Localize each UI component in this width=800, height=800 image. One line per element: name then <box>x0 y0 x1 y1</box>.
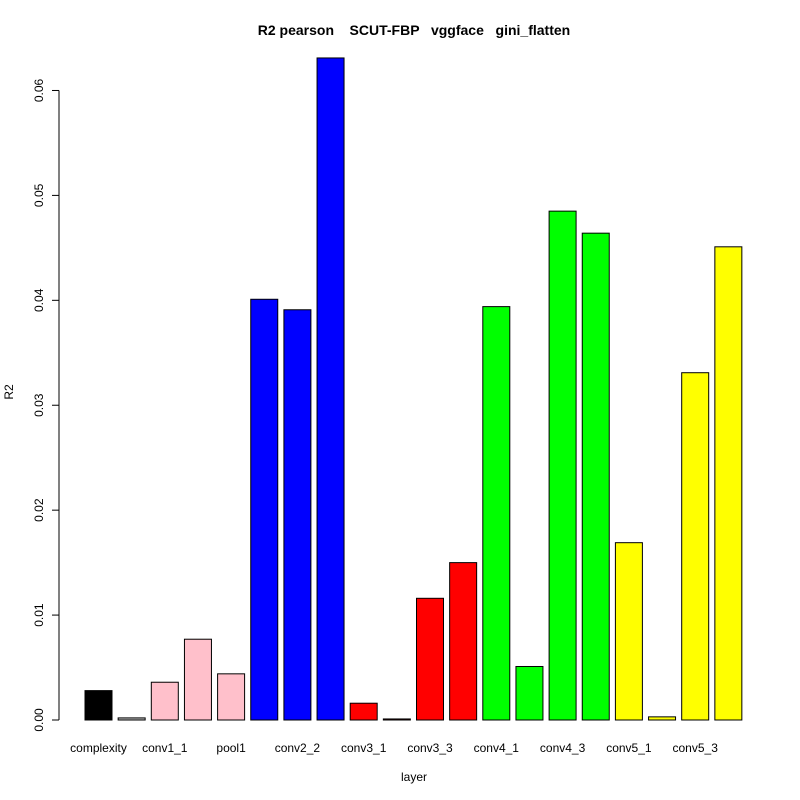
bars <box>84 57 743 721</box>
bar-4 <box>217 673 246 721</box>
y-tick-label: 0.04 <box>32 288 46 312</box>
x-tick-label: conv1_1 <box>142 741 188 755</box>
x-tick-label: conv3_1 <box>341 741 387 755</box>
x-tick-label: conv4_1 <box>474 741 520 755</box>
bar-11 <box>449 562 478 721</box>
bar-7 <box>316 57 345 721</box>
x-tick-label: conv3_3 <box>407 741 453 755</box>
bar-14 <box>548 210 577 721</box>
chart-title: R2 pearson SCUT-FBP vggface gini_flatten <box>258 22 570 38</box>
x-tick-label: conv5_1 <box>606 741 652 755</box>
bar-1 <box>117 717 146 721</box>
x-axis-label: layer <box>401 770 427 784</box>
bar-17 <box>648 716 677 721</box>
y-axis-label: R2 <box>2 384 16 400</box>
bar-15 <box>581 232 610 721</box>
x-tick-label: complexity <box>70 741 127 755</box>
bar-13 <box>515 665 544 721</box>
x-tick-label: conv4_3 <box>540 741 586 755</box>
x-tick-label: conv5_3 <box>673 741 719 755</box>
bar-19 <box>714 246 743 721</box>
y-tick-label: 0.03 <box>32 393 46 417</box>
bar-18 <box>681 372 710 721</box>
y-axis: 0.00 0.01 0.02 0.03 0.04 0.05 0.06 <box>32 78 60 732</box>
bar-3 <box>183 638 212 721</box>
y-tick-label: 0.01 <box>32 603 46 627</box>
y-tick-label: 0.06 <box>32 78 46 102</box>
y-tick-label: 0.00 <box>32 708 46 732</box>
bar-6 <box>283 309 312 721</box>
x-tick-label: pool1 <box>216 741 246 755</box>
x-axis-labels: complexity conv1_1 pool1 conv2_2 conv3_1 conv… <box>70 741 718 755</box>
bar-8 <box>349 702 378 721</box>
bar-12 <box>482 306 511 721</box>
bar-5 <box>250 298 279 721</box>
bar-16 <box>614 542 643 721</box>
y-tick-label: 0.02 <box>32 498 46 522</box>
bar-10 <box>416 597 444 721</box>
x-tick-label: conv2_2 <box>275 741 321 755</box>
bar-0 <box>84 690 113 721</box>
bar-9 <box>382 718 411 721</box>
bar-2 <box>150 681 179 721</box>
y-tick-label: 0.05 <box>32 183 46 207</box>
